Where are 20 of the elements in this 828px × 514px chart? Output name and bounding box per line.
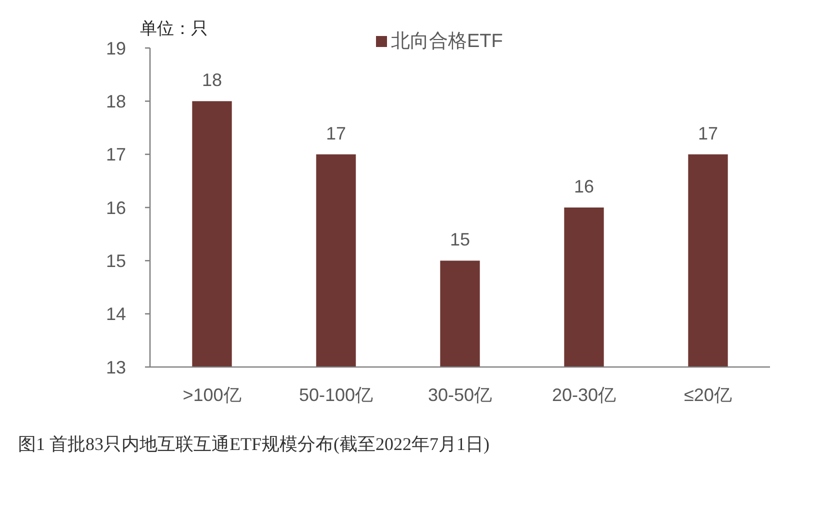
y-axis-title: 单位：只: [140, 19, 208, 38]
data-label: 17: [698, 123, 718, 144]
y-tick-label: 14: [106, 304, 126, 324]
y-tick-label: 17: [106, 144, 126, 165]
x-tick-label: 50-100亿: [298, 385, 374, 405]
y-tick-label: 16: [106, 198, 126, 218]
y-tick-label: 19: [106, 38, 126, 58]
data-label: 18: [202, 70, 222, 90]
x-tick-label: ≤20亿: [684, 385, 732, 405]
data-label: 16: [574, 176, 594, 196]
x-tick-label: >100亿: [182, 385, 242, 405]
x-tick-label: 20-30亿: [552, 385, 616, 405]
data-label: 17: [326, 123, 346, 144]
x-tick-label: 30-50亿: [428, 385, 492, 405]
y-tick-label: 15: [106, 250, 126, 271]
y-tick-label: 18: [106, 91, 126, 112]
legend-label: 北向合格ETF: [391, 31, 503, 52]
y-tick-label: 13: [106, 357, 126, 378]
text: 图1 首批83只内地互联互通ETF规模分布(截至2022年7月1日): [18, 434, 490, 454]
data-label: 15: [450, 230, 470, 250]
